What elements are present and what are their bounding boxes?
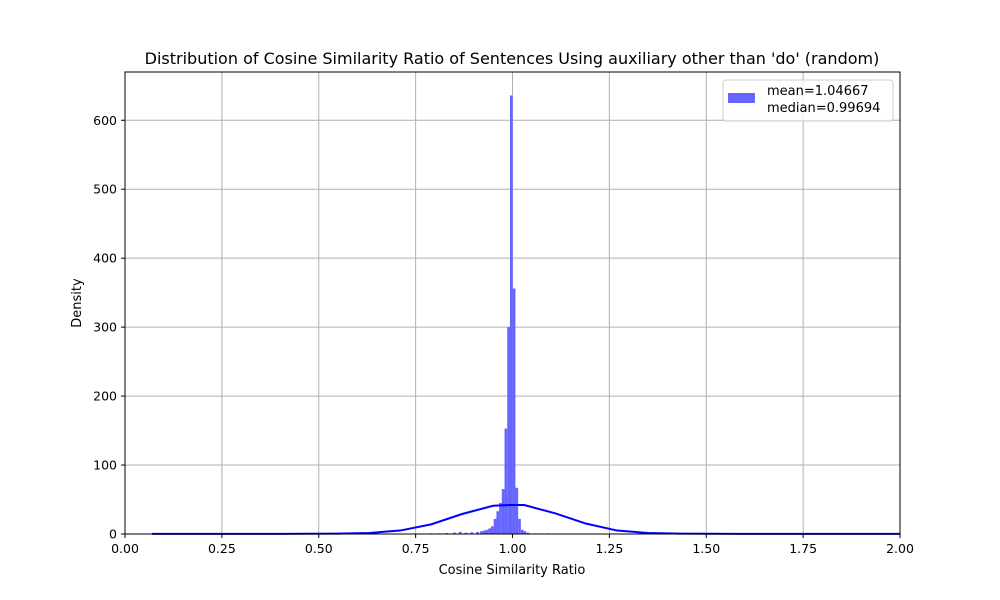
- histogram-bar: [504, 428, 508, 534]
- y-axis-label: Density: [70, 278, 85, 328]
- legend: mean=1.04667 median=0.99694: [722, 79, 894, 122]
- y-tick-label: 200: [93, 389, 117, 404]
- y-tick-label: 500: [93, 182, 117, 197]
- y-tick-label: 400: [93, 251, 117, 266]
- histogram-bars: [369, 95, 576, 535]
- histogram-bar: [464, 532, 468, 534]
- histogram-bar: [499, 502, 502, 534]
- x-axis-ticks: 0.00 0.25 0.50 0.75 1.00 1.25 1.50 1.75 2.00: [111, 534, 914, 556]
- histogram-bar: [512, 288, 516, 534]
- legend-swatch: [728, 93, 755, 103]
- histogram-bar: [488, 528, 492, 534]
- x-tick-label: 0.25: [208, 541, 236, 556]
- histogram-bar: [515, 487, 519, 534]
- x-axis-label: Cosine Similarity Ratio: [439, 563, 586, 578]
- histogram-bar: [482, 530, 486, 534]
- y-tick-label: 600: [93, 113, 117, 128]
- y-tick-label: 300: [93, 320, 117, 335]
- histogram-bar: [518, 518, 521, 534]
- x-tick-label: 0.00: [111, 541, 139, 556]
- histogram-bar: [509, 95, 513, 535]
- x-tick-label: 2.00: [886, 541, 914, 556]
- histogram-bar: [470, 532, 474, 534]
- chart-title: Distribution of Cosine Similarity Ratio …: [145, 49, 880, 68]
- histogram-bar: [523, 531, 527, 534]
- histogram-bar: [480, 531, 483, 534]
- histogram-bar: [476, 531, 480, 534]
- histogram-bar: [458, 531, 462, 534]
- y-tick-label: 100: [93, 458, 117, 473]
- y-tick-label: 0: [109, 527, 117, 542]
- histogram-bar: [490, 526, 494, 534]
- x-tick-label: 1.00: [499, 541, 527, 556]
- histogram-bar: [452, 532, 456, 534]
- histogram-bar: [526, 532, 530, 534]
- x-tick-label: 0.75: [402, 541, 430, 556]
- histogram-bar: [501, 489, 505, 534]
- kde-line: [152, 504, 900, 535]
- x-tick-label: 1.50: [692, 541, 720, 556]
- histogram-bar: [493, 518, 497, 534]
- x-tick-label: 1.25: [595, 541, 623, 556]
- y-axis-ticks: 0 100 200 300 400 500 600: [93, 113, 125, 542]
- histogram-bar: [485, 529, 489, 534]
- x-tick-label: 1.75: [789, 541, 817, 556]
- legend-median: median=0.99694: [767, 101, 880, 116]
- legend-box: [722, 79, 894, 122]
- histogram-bar: [445, 532, 449, 534]
- histogram-bar: [496, 511, 500, 534]
- histogram-bar: [507, 327, 511, 534]
- histogram-bar: [520, 529, 524, 534]
- legend-mean: mean=1.04667: [767, 84, 869, 99]
- x-tick-label: 0.50: [305, 541, 333, 556]
